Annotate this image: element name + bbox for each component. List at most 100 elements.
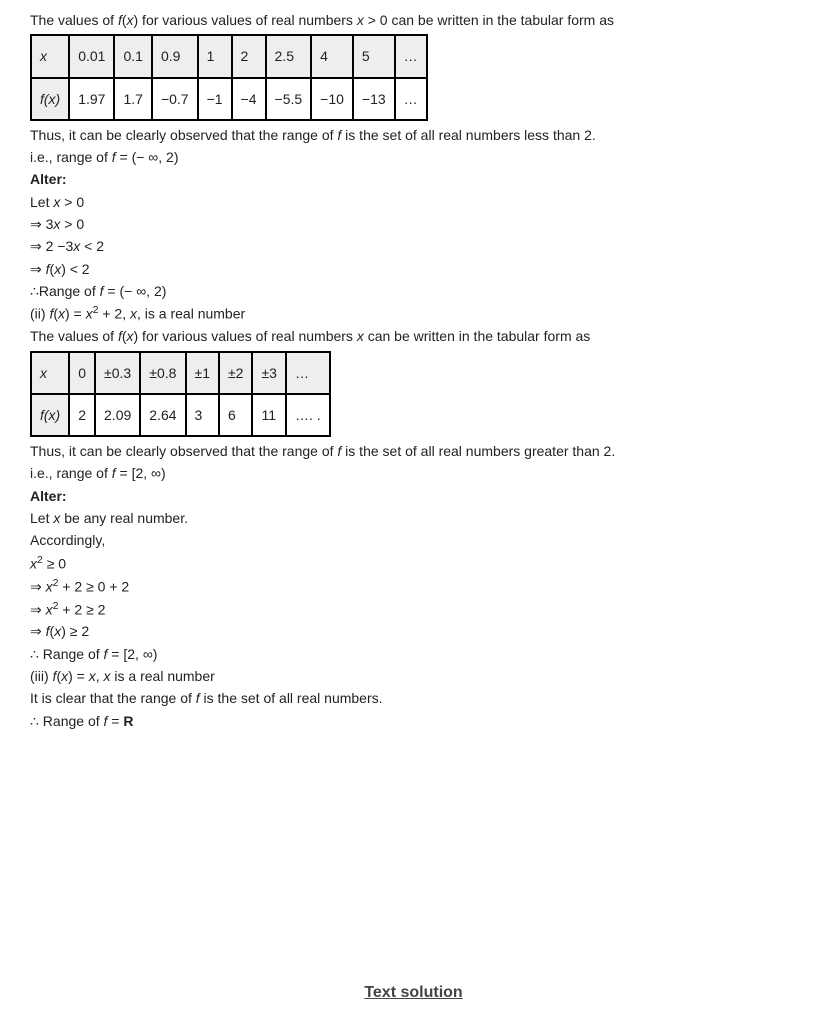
text: ⇒ 2 −3 — [30, 238, 73, 254]
var-x: x — [58, 306, 65, 322]
text: = [2, ∞) — [116, 465, 166, 481]
text: i.e., range of — [30, 465, 112, 481]
text: , — [96, 668, 104, 684]
text: i.e., range of — [30, 149, 112, 165]
table-header-row: x 0 ±0.3 ±0.8 ±1 ±2 ±3 … — [31, 352, 330, 394]
text: ) for various values of real numbers — [134, 12, 357, 28]
intro-line-1: The values of f(x) for various values of… — [30, 10, 797, 30]
text: ⇒ — [30, 578, 46, 594]
alter-heading-2: Alter: — [30, 486, 797, 506]
table-cell: 2.64 — [140, 394, 185, 436]
var-x: x — [357, 12, 364, 28]
set-R: R — [123, 713, 133, 729]
table-cell: −5.5 — [266, 78, 312, 120]
text: ∴ Range of — [30, 713, 104, 729]
table-row-label: f(x) — [31, 78, 69, 120]
var-x: x — [86, 306, 93, 322]
text: is a real number — [111, 668, 215, 684]
text: ) = — [68, 668, 89, 684]
text: ≥ 0 — [43, 555, 66, 571]
alter-step: ⇒ 2 −3x < 2 — [30, 236, 797, 256]
text: ⇒ — [30, 601, 46, 617]
text: be any real number. — [60, 510, 188, 526]
table-header-cell: ±1 — [186, 352, 219, 394]
alter-step: ⇒ f(x) ≥ 2 — [30, 621, 797, 641]
table-cell: 2 — [69, 394, 95, 436]
text: Thus, it can be clearly observed that th… — [30, 443, 337, 459]
var-x: x — [46, 601, 53, 617]
text: is the set of all real numbers less than… — [341, 127, 595, 143]
text: is the set of all real numbers greater t… — [341, 443, 615, 459]
table-header-cell: x — [31, 352, 69, 394]
var-x: x — [127, 12, 134, 28]
table-header-cell: ±0.3 — [95, 352, 140, 394]
var-x: x — [30, 555, 37, 571]
table-cell: 1.7 — [114, 78, 151, 120]
table-header-cell: ±0.8 — [140, 352, 185, 394]
alter-step: ⇒ f(x) < 2 — [30, 259, 797, 279]
table-header-row: x 0.01 0.1 0.9 1 2 2.5 4 5 … — [31, 35, 427, 77]
text-solution-link[interactable]: Text solution — [364, 984, 462, 1001]
table-header-cell: … — [286, 352, 330, 394]
table-header-cell: 4 — [311, 35, 353, 77]
table-cell: … — [395, 78, 427, 120]
alter-step: ⇒ x2 + 2 ≥ 2 — [30, 599, 797, 620]
alter-step: Accordingly, — [30, 530, 797, 550]
var-x: x — [89, 668, 96, 684]
table-row-label: f(x) — [31, 394, 69, 436]
table-cell: 3 — [186, 394, 219, 436]
table-row: f(x) 2 2.09 2.64 3 6 11 …. . — [31, 394, 330, 436]
text: + 2, — [98, 306, 130, 322]
fx-text: f(x) — [40, 91, 60, 107]
text: The values of — [30, 328, 118, 344]
alter-step: ∴ Range of f = [2, ∞) — [30, 644, 797, 664]
text: Thus, it can be clearly observed that th… — [30, 127, 337, 143]
table-cell: −1 — [198, 78, 232, 120]
var-x: x — [104, 668, 111, 684]
var-x: x — [127, 328, 134, 344]
text: can be written in the tabular form as — [364, 328, 590, 344]
table-cell: −0.7 — [152, 78, 198, 120]
footer: Text solution — [30, 981, 797, 1004]
text: > 0 can be written in the tabular form a… — [364, 12, 614, 28]
text: + 2 ≥ 0 + 2 — [58, 578, 129, 594]
table-header-cell: … — [395, 35, 427, 77]
part-iii: (iii) f(x) = x, x is a real number — [30, 666, 797, 686]
table-cell: 1.97 — [69, 78, 114, 120]
text: < 2 — [80, 238, 104, 254]
table-header-cell: 0.1 — [114, 35, 151, 77]
range-1: i.e., range of f = (− ∞, 2) — [30, 147, 797, 167]
text: ⇒ — [30, 623, 46, 639]
table-header-cell: 0.01 — [69, 35, 114, 77]
text: = (− ∞, 2) — [104, 283, 167, 299]
table-header-cell: 2.5 — [266, 35, 312, 77]
var-x: x — [130, 306, 137, 322]
text: (ii) — [30, 306, 49, 322]
header-x: x — [40, 48, 47, 64]
text: , is a real number — [137, 306, 245, 322]
alter-heading-1: Alter: — [30, 169, 797, 189]
table-header-cell: x — [31, 35, 69, 77]
text: is the set of all real numbers. — [200, 690, 383, 706]
table-row: f(x) 1.97 1.7 −0.7 −1 −4 −5.5 −10 −13 … — [31, 78, 427, 120]
conclusion-3: It is clear that the range of f is the s… — [30, 688, 797, 708]
table-cell: 6 — [219, 394, 252, 436]
alter-step: x2 ≥ 0 — [30, 553, 797, 574]
alter-step: ⇒ x2 + 2 ≥ 0 + 2 — [30, 576, 797, 597]
conclusion-2: Thus, it can be clearly observed that th… — [30, 441, 797, 461]
table-cell: 2.09 — [95, 394, 140, 436]
text: ) for various values of real numbers — [134, 328, 357, 344]
text: ) = — [65, 306, 86, 322]
text: = (− ∞, 2) — [116, 149, 179, 165]
text: The values of — [30, 12, 118, 28]
var-x: x — [46, 578, 53, 594]
solution-content: The values of f(x) for various values of… — [30, 10, 797, 731]
text: > 0 — [60, 216, 84, 232]
var-x: x — [357, 328, 364, 344]
alter-step: Let x be any real number. — [30, 508, 797, 528]
text: Let — [30, 510, 53, 526]
table-header-cell: 1 — [198, 35, 232, 77]
range-2: i.e., range of f = [2, ∞) — [30, 463, 797, 483]
table-header-cell: 2 — [232, 35, 266, 77]
text: > 0 — [60, 194, 84, 210]
